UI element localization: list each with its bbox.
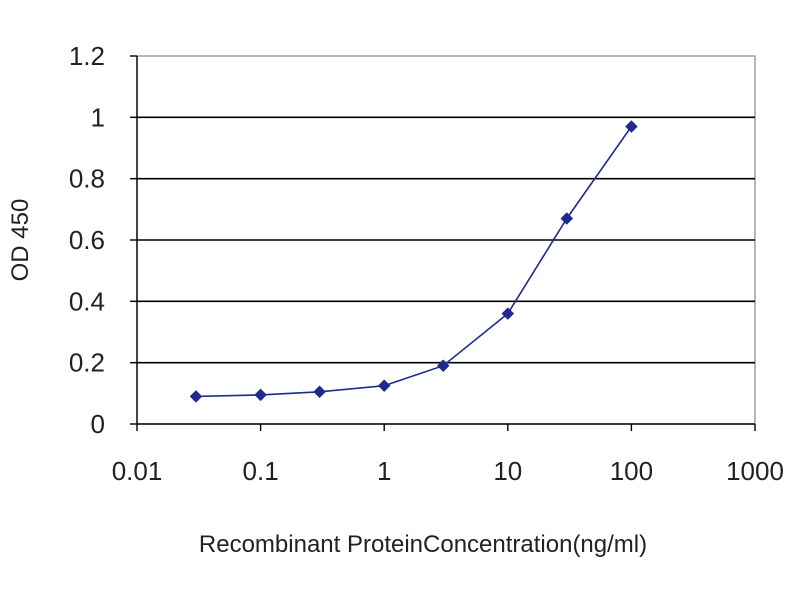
x-axis: 0.01 0.1 1 10 100 1000 (112, 423, 784, 486)
x-tick-label: 0.1 (243, 456, 279, 486)
x-tick-label: 100 (610, 456, 653, 486)
x-tick-label: 1 (377, 456, 391, 486)
data-point-3 (377, 379, 391, 393)
plot-area: 0 0.2 0.4 0.6 0.8 1 1.2 0.01 0.1 1 10 100 1000 (69, 41, 784, 486)
x-tick-label: 0.01 (112, 456, 163, 486)
gridlines (137, 116, 755, 364)
x-axis-title: Recombinant ProteinConcentration(ng/ml) (199, 531, 647, 558)
y-axis-title: OD 450 (7, 199, 34, 282)
x-tick-label: 10 (493, 456, 522, 486)
data-point-5 (501, 307, 515, 320)
series-line (195, 126, 633, 398)
y-axis: 0 0.2 0.4 0.6 0.8 1 1.2 (69, 41, 138, 439)
series-points (189, 120, 638, 403)
data-point-6 (560, 212, 574, 225)
data-point-4 (436, 359, 450, 373)
y-tick-label: 1.2 (69, 41, 105, 71)
data-point-0 (189, 390, 203, 403)
data-point-1 (254, 388, 267, 402)
data-point-7 (625, 120, 638, 133)
y-tick-label: 0.8 (69, 164, 105, 194)
y-tick-label: 0.4 (69, 286, 105, 316)
data-point-2 (313, 385, 326, 399)
y-tick-label: 1 (91, 102, 105, 132)
y-tick-label: 0.6 (69, 225, 105, 255)
x-tick-label: 1000 (726, 456, 784, 486)
y-tick-label: 0 (91, 409, 105, 439)
y-tick-label: 0.2 (69, 348, 105, 378)
